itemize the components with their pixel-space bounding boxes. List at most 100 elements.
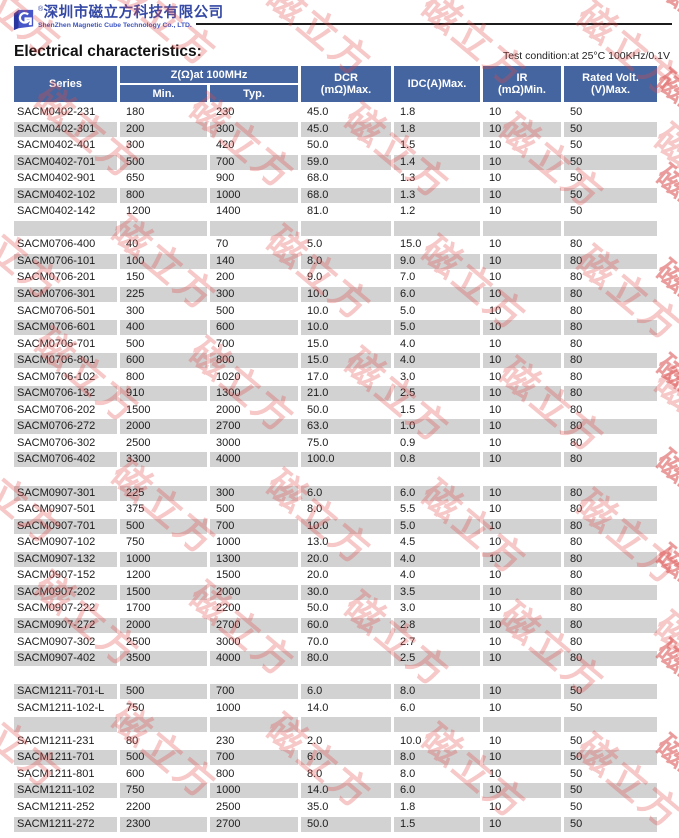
table-cell: 1000 [216, 701, 241, 714]
table-cell: 80 [564, 584, 657, 600]
table-row: SACM0907-222 1700 2200 50.0 3.0 10 80 [14, 601, 657, 616]
col-header-impedance-group: Z(Ω)at 100MHz Min. Typ. [120, 66, 298, 102]
table-cell: 2.7 [400, 635, 416, 648]
table-cell: 1.4 [394, 154, 480, 170]
table-row: SACM1211-252 2200 2500 35.0 1.8 10 50 [14, 800, 657, 815]
table-cell: 68.0 [307, 172, 329, 185]
table-cell: 10 [483, 320, 561, 336]
table-cell: 300 [210, 121, 298, 137]
table-cell: 1.0 [394, 419, 480, 435]
table-cell: SACM0706-272 [14, 419, 117, 435]
table-row: SACM0402-142 1200 1400 81.0 1.2 10 50 [14, 204, 657, 219]
company-logo: ®深圳市磁立方科技有限公司 ShenZhen Magnetic Cube Tec… [13, 6, 224, 32]
table-cell: 1000 [216, 536, 241, 549]
table-cell: SACM0706-402 [14, 452, 117, 468]
table-cell: 3000 [216, 436, 241, 449]
table-cell: 500 [216, 304, 235, 317]
table-cell: 45.0 [301, 121, 391, 137]
table-cell: 500 [120, 684, 207, 700]
table-cell: 50 [564, 154, 657, 170]
table-spacer-row [14, 220, 657, 236]
table-cell: 80 [570, 436, 583, 449]
table-cell [14, 469, 117, 484]
table-cell: 50 [570, 172, 583, 185]
table-cell: 1.8 [400, 800, 416, 813]
table-cell: 1000 [210, 187, 298, 203]
table-cell [14, 220, 117, 236]
table-cell: 45.0 [307, 106, 329, 118]
table-cell: 10 [483, 386, 561, 402]
table-cell: 300 [126, 304, 145, 317]
table-cell: 10 [489, 536, 502, 549]
table-cell: 1.3 [394, 187, 480, 203]
registered-mark: ® [38, 6, 44, 14]
table-row: SACM0907-302 2500 3000 70.0 2.7 10 80 [14, 635, 657, 650]
table-cell: 500 [216, 503, 235, 516]
table-row: SACM0706-102 800 1020 17.0 3.0 10 80 [14, 370, 657, 385]
table-cell: 10 [483, 750, 561, 766]
table-cell: 2000 [120, 419, 207, 435]
table-row: SACM0402-901 650 900 68.0 1.3 10 50 [14, 171, 657, 186]
table-row: SACM0402-231 180 230 45.0 1.8 10 50 [14, 105, 657, 120]
table-cell [120, 717, 207, 733]
table-cell: 3.0 [400, 370, 416, 383]
table-cell: SACM0907-701 [14, 518, 117, 534]
table-cell: SACM0907-152 [17, 569, 96, 582]
table-cell: 80 [564, 419, 657, 435]
table-cell: 700 [210, 518, 298, 534]
table-cell: 1020 [216, 370, 241, 383]
table-cell: 80 [570, 536, 583, 549]
table-cell: SACM0706-101 [14, 253, 117, 269]
table-row: SACM0907-272 2000 2700 60.0 2.8 10 80 [14, 617, 657, 633]
table-cell: 14.0 [307, 701, 329, 714]
table-cell: 50 [570, 800, 583, 813]
table-cell: 0.8 [394, 452, 480, 468]
table-cell: 10 [489, 635, 502, 648]
table-cell: 21.0 [301, 386, 391, 402]
table-cell: 10 [489, 800, 502, 813]
table-cell: 600 [210, 320, 298, 336]
table-cell: SACM0907-132 [14, 551, 117, 567]
table-cell: 10 [489, 436, 502, 449]
table-cell: 80 [564, 386, 657, 402]
table-cell: 10 [483, 353, 561, 369]
table-cell: 700 [210, 154, 298, 170]
table-cell: 4.0 [394, 353, 480, 369]
table-cell: 63.0 [301, 419, 391, 435]
table-cell: 6.0 [301, 485, 391, 501]
table-cell: 10 [489, 701, 502, 714]
table-cell: 80 [570, 304, 583, 317]
table-row: SACM0907-152 1200 1500 20.0 4.0 10 80 [14, 568, 657, 583]
table-cell: 5.5 [400, 503, 416, 516]
table-cell: 8.0 [307, 767, 323, 780]
table-cell [210, 717, 298, 733]
table-row: SACM0706-400 40 70 5.0 15.0 10 80 [14, 237, 657, 252]
table-cell: 50 [564, 187, 657, 203]
table-cell: 1.3 [400, 172, 416, 185]
table-cell: 10 [483, 551, 561, 567]
table-cell: 2000 [120, 617, 207, 633]
table-cell [564, 668, 657, 683]
table-cell: 2700 [210, 419, 298, 435]
table-row: SACM0706-201 150 200 9.0 7.0 10 80 [14, 270, 657, 285]
table-cell: 200 [120, 121, 207, 137]
table-cell: 800 [216, 767, 235, 780]
table-spacer-row [14, 717, 657, 733]
table-cell: 10 [489, 602, 502, 615]
table-cell: 180 [126, 106, 145, 118]
header-divider-line [196, 23, 672, 25]
table-header: Series Z(Ω)at 100MHz Min. Typ. DCR (mΩ)Ma… [14, 66, 657, 102]
table-cell: 230 [216, 106, 235, 118]
table-cell: 80 [564, 617, 657, 633]
table-cell: 15.0 [301, 353, 391, 369]
table-cell: 2.0 [307, 734, 323, 747]
table-row: SACM1211-801 600 800 8.0 8.0 10 50 [14, 767, 657, 782]
table-cell: 80 [564, 551, 657, 567]
table-cell: 10 [489, 271, 502, 284]
table-cell: 1000 [120, 551, 207, 567]
table-cell: 50.0 [307, 602, 329, 615]
table-cell: 3000 [216, 635, 241, 648]
table-cell: 80 [570, 602, 583, 615]
table-cell: 10.0 [307, 304, 329, 317]
